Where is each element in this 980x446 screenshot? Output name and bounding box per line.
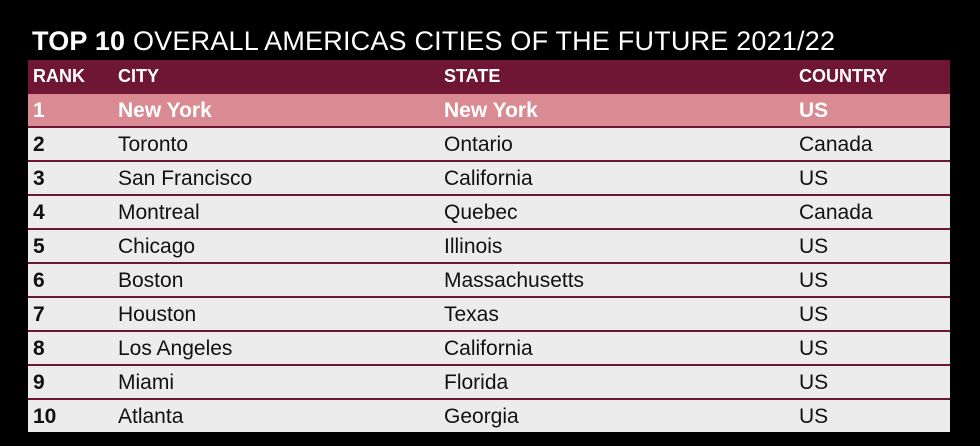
table-row: 4 Montreal Quebec Canada: [28, 196, 950, 230]
page-title: TOP 10 OVERALL AMERICAS CITIES OF THE FU…: [32, 24, 835, 58]
city-cell: Atlanta: [118, 405, 184, 428]
state-cell: Georgia: [444, 405, 519, 428]
state-cell: Illinois: [444, 235, 503, 258]
city-cell: Toronto: [118, 133, 189, 156]
city-cell: Chicago: [118, 235, 196, 258]
country-cell: US: [799, 337, 829, 360]
state-cell: Ontario: [444, 133, 513, 156]
header-country: COUNTRY: [799, 66, 888, 86]
header-state: STATE: [444, 66, 501, 86]
country-cell: US: [799, 269, 829, 292]
country-cell: US: [799, 235, 829, 258]
rank-cell: 1: [33, 99, 45, 122]
country-cell: Canada: [799, 133, 873, 156]
state-cell: Massachusetts: [444, 269, 585, 292]
header-city: CITY: [118, 66, 160, 86]
country-cell: US: [799, 405, 829, 428]
title-highlight: TOP 10: [32, 26, 126, 56]
rank-cell: 9: [33, 371, 45, 394]
country-cell: US: [799, 303, 829, 326]
city-cell: San Francisco: [118, 167, 253, 190]
country-cell: Canada: [799, 201, 873, 224]
table-row: 1 New York New York US: [28, 94, 950, 128]
rank-cell: 8: [33, 337, 45, 360]
title-text: OVERALL AMERICAS CITIES OF THE FUTURE 20…: [132, 26, 836, 56]
country-cell: US: [799, 371, 829, 394]
city-cell: New York: [118, 99, 212, 122]
rank-cell: 3: [33, 167, 45, 190]
city-cell: Houston: [118, 303, 197, 326]
table-row: 9 Miami Florida US: [28, 366, 950, 400]
table-row: 3 San Francisco California US: [28, 162, 950, 196]
state-cell: Texas: [444, 303, 499, 326]
rank-cell: 7: [33, 303, 45, 326]
city-cell: Montreal: [118, 201, 200, 224]
state-cell: Quebec: [444, 201, 518, 224]
table-row: 8 Los Angeles California US: [28, 332, 950, 366]
rank-cell: 6: [33, 269, 45, 292]
state-cell: Florida: [444, 371, 509, 394]
city-cell: Los Angeles: [118, 337, 233, 360]
state-cell: California: [444, 167, 533, 190]
rank-cell: 4: [33, 201, 45, 224]
table-row: 5 Chicago Illinois US: [28, 230, 950, 264]
city-cell: Miami: [118, 371, 174, 394]
table-header-row: RANK CITY STATE COUNTRY: [28, 60, 950, 94]
state-cell: California: [444, 337, 533, 360]
state-cell: New York: [444, 99, 538, 122]
country-cell: US: [799, 167, 829, 190]
table-row: 2 Toronto Ontario Canada: [28, 128, 950, 162]
city-cell: Boston: [118, 269, 184, 292]
rank-cell: 10: [33, 405, 57, 428]
table-row: 7 Houston Texas US: [28, 298, 950, 332]
rank-cell: 2: [33, 133, 45, 156]
rank-cell: 5: [33, 235, 45, 258]
table-row: 10 Atlanta Georgia US: [28, 400, 950, 432]
table-row: 6 Boston Massachusetts US: [28, 264, 950, 298]
cities-table: RANK CITY STATE COUNTRY 1 New York New Y…: [28, 60, 950, 434]
header-rank: RANK: [33, 66, 85, 86]
country-cell: US: [799, 99, 829, 122]
